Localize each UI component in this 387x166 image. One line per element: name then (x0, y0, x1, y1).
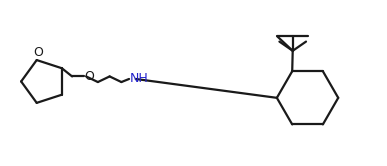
Text: O: O (84, 70, 94, 83)
Text: NH: NH (130, 72, 149, 85)
Text: O: O (33, 45, 43, 59)
